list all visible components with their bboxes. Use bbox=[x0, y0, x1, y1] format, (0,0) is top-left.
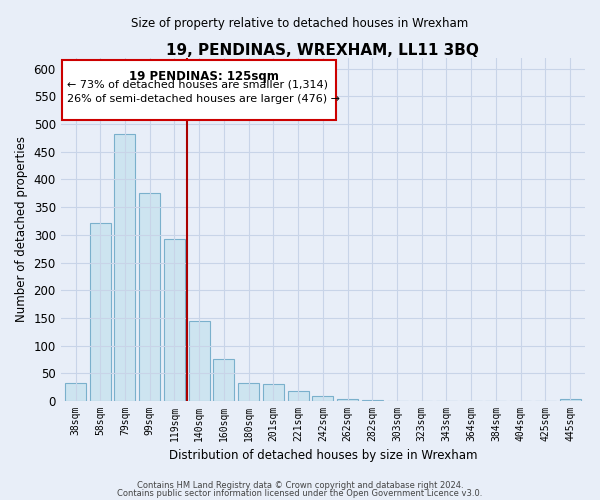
Bar bbox=[139, 194, 160, 401]
Text: Size of property relative to detached houses in Wrexham: Size of property relative to detached ho… bbox=[131, 18, 469, 30]
Bar bbox=[461, 400, 482, 401]
Bar bbox=[560, 400, 581, 401]
X-axis label: Distribution of detached houses by size in Wrexham: Distribution of detached houses by size … bbox=[169, 450, 477, 462]
Bar bbox=[411, 400, 432, 401]
Title: 19, PENDINAS, WREXHAM, LL11 3BQ: 19, PENDINAS, WREXHAM, LL11 3BQ bbox=[166, 42, 479, 58]
Text: 19 PENDINAS: 125sqm: 19 PENDINAS: 125sqm bbox=[129, 70, 279, 82]
Bar bbox=[287, 391, 308, 401]
Bar bbox=[386, 400, 407, 401]
Bar bbox=[164, 238, 185, 401]
FancyBboxPatch shape bbox=[62, 60, 337, 120]
Bar bbox=[238, 384, 259, 401]
Bar bbox=[263, 384, 284, 401]
Text: Contains HM Land Registry data © Crown copyright and database right 2024.: Contains HM Land Registry data © Crown c… bbox=[137, 480, 463, 490]
Y-axis label: Number of detached properties: Number of detached properties bbox=[15, 136, 28, 322]
Bar bbox=[115, 134, 136, 401]
Bar bbox=[65, 384, 86, 401]
Text: ← 73% of detached houses are smaller (1,314): ← 73% of detached houses are smaller (1,… bbox=[67, 80, 328, 90]
Bar bbox=[188, 320, 209, 401]
Text: 26% of semi-detached houses are larger (476) →: 26% of semi-detached houses are larger (… bbox=[67, 94, 340, 104]
Bar bbox=[313, 396, 334, 401]
Bar bbox=[90, 222, 111, 401]
Bar bbox=[362, 400, 383, 401]
Bar bbox=[214, 360, 235, 401]
Bar bbox=[436, 400, 457, 401]
Bar bbox=[337, 400, 358, 401]
Text: Contains public sector information licensed under the Open Government Licence v3: Contains public sector information licen… bbox=[118, 489, 482, 498]
